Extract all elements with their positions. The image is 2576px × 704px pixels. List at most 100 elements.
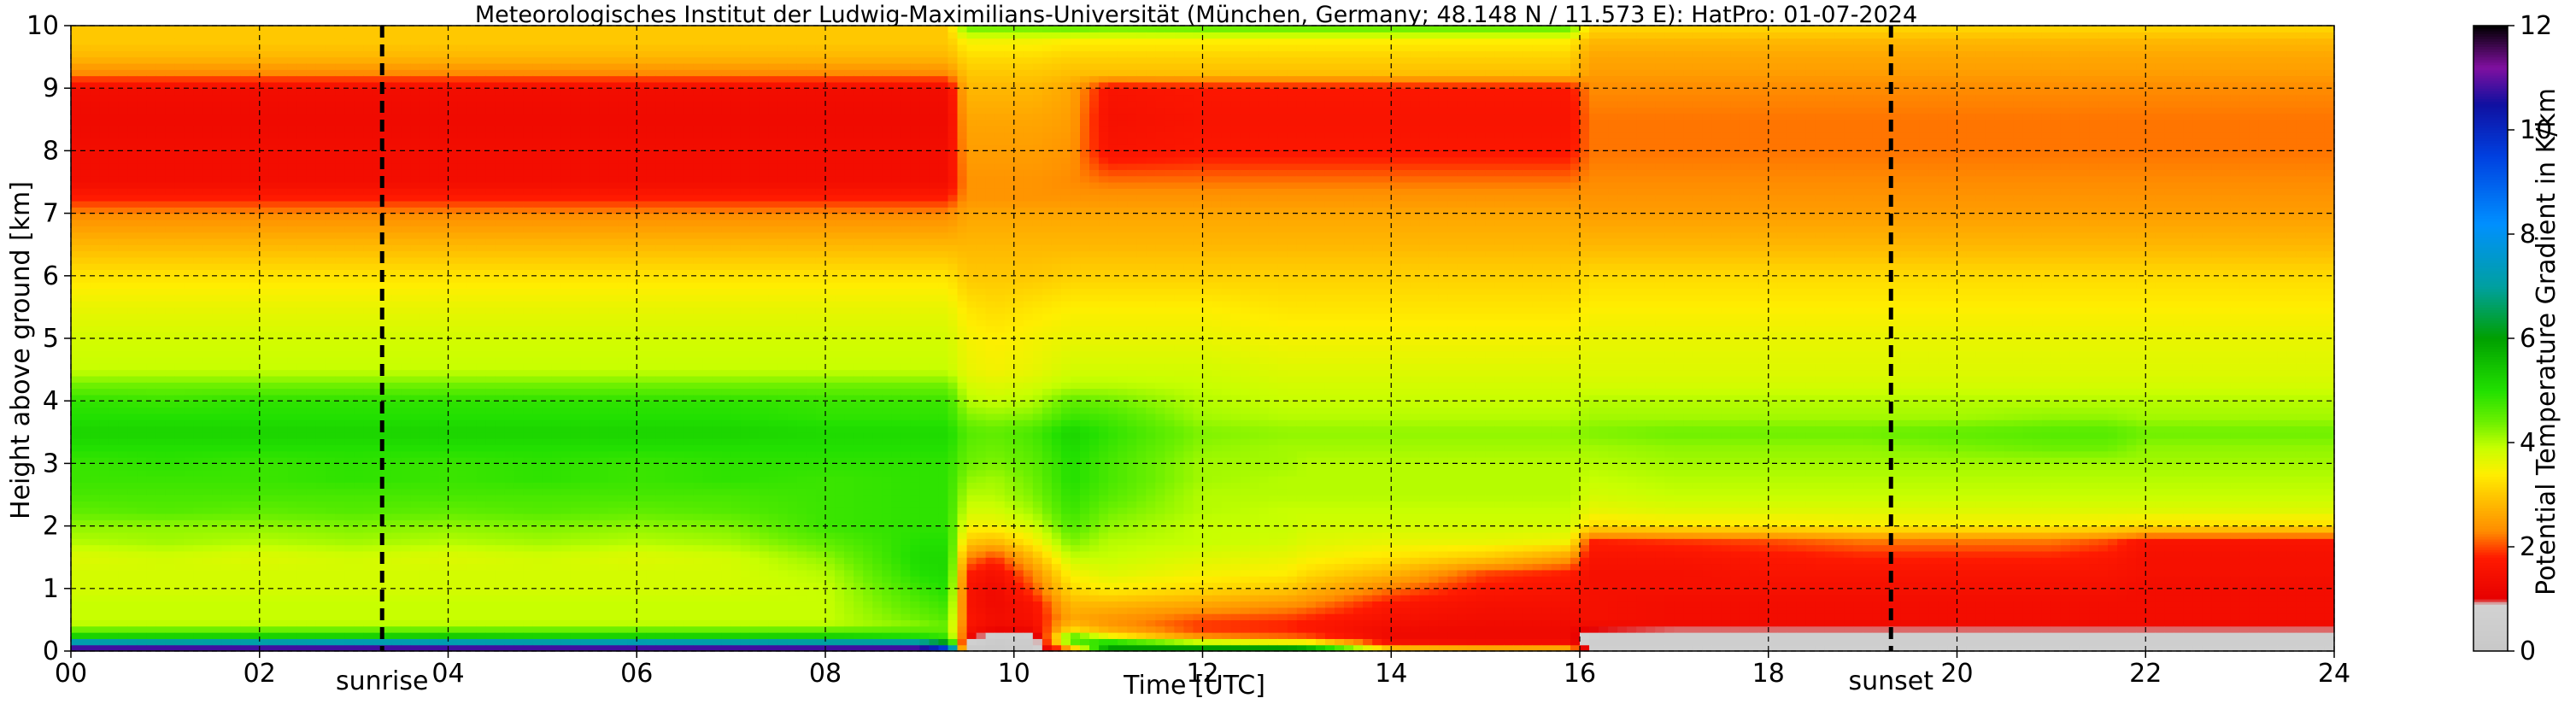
heatmap-cell — [335, 120, 345, 126]
heatmap-cell — [486, 595, 496, 601]
heatmap-cell — [458, 564, 468, 571]
heatmap-cell — [410, 382, 420, 389]
heatmap-cell — [420, 382, 430, 389]
heatmap-cell — [429, 489, 439, 496]
heatmap-cell — [260, 470, 270, 477]
heatmap-cell — [118, 538, 128, 545]
heatmap-cell — [363, 632, 373, 639]
heatmap-cell — [505, 132, 515, 138]
heatmap-cell — [184, 570, 194, 577]
heatmap-cell — [260, 419, 270, 426]
heatmap-cell — [429, 389, 439, 396]
heatmap-cell — [90, 444, 100, 451]
heatmap-cell — [213, 595, 223, 601]
heatmap-cell — [410, 120, 420, 126]
heatmap-cell — [241, 320, 251, 326]
heatmap-cell — [279, 95, 289, 102]
heatmap-cell — [363, 589, 373, 595]
heatmap-cell — [174, 570, 185, 577]
heatmap-cell — [307, 314, 317, 320]
heatmap-cell — [193, 38, 203, 45]
heatmap-cell — [99, 501, 109, 507]
heatmap-cell — [269, 314, 279, 320]
heatmap-cell — [505, 176, 515, 183]
heatmap-cell — [146, 288, 156, 295]
heatmap-cell — [524, 107, 534, 114]
heatmap-cell — [213, 326, 223, 332]
heatmap-cell — [137, 157, 147, 164]
heatmap-cell — [203, 389, 214, 396]
heatmap-cell — [269, 169, 279, 176]
heatmap-cell — [250, 601, 261, 607]
heatmap-cell — [232, 626, 242, 633]
heatmap-cell — [477, 57, 487, 64]
heatmap-cell — [496, 482, 506, 489]
heatmap-cell — [213, 132, 223, 138]
heatmap-cell — [496, 551, 506, 558]
heatmap-cell — [363, 557, 373, 564]
heatmap-cell — [184, 132, 194, 138]
heatmap-cell — [429, 95, 439, 102]
heatmap-cell — [335, 357, 345, 364]
heatmap-cell — [496, 432, 506, 439]
heatmap-cell — [193, 150, 203, 157]
heatmap-cell — [533, 576, 543, 583]
heatmap-cell — [467, 76, 478, 83]
heatmap-cell — [438, 564, 449, 571]
heatmap-cell — [80, 589, 91, 595]
heatmap-cell — [326, 607, 336, 614]
heatmap-cell — [438, 307, 449, 314]
heatmap-cell — [193, 489, 203, 496]
heatmap-cell — [410, 107, 420, 114]
heatmap-cell — [326, 419, 336, 426]
heatmap-cell — [429, 257, 439, 264]
heatmap-cell — [410, 619, 420, 626]
heatmap-cell — [213, 432, 223, 439]
heatmap-cell — [533, 276, 543, 283]
heatmap-cell — [232, 495, 242, 502]
heatmap-cell — [458, 414, 468, 420]
heatmap-cell — [241, 357, 251, 364]
heatmap-cell — [458, 495, 468, 502]
heatmap-cell — [401, 357, 411, 364]
heatmap-cell — [184, 251, 194, 258]
heatmap-cell — [155, 38, 166, 45]
heatmap-cell — [363, 607, 373, 614]
heatmap-cell — [193, 526, 203, 533]
heatmap-cell — [260, 157, 270, 164]
heatmap-cell — [203, 551, 214, 558]
heatmap-cell — [316, 438, 326, 445]
heatmap-cell — [496, 564, 506, 571]
heatmap-cell — [307, 351, 317, 358]
heatmap-cell — [505, 76, 515, 83]
heatmap-cell — [174, 476, 185, 483]
heatmap-cell — [297, 150, 308, 157]
heatmap-cell — [363, 50, 373, 57]
heatmap-cell — [80, 607, 91, 614]
heatmap-cell — [174, 613, 185, 620]
heatmap-cell — [260, 451, 270, 458]
heatmap-cell — [316, 408, 326, 414]
heatmap-cell — [155, 251, 166, 258]
heatmap-cell — [155, 432, 166, 439]
heatmap-cell — [458, 163, 468, 170]
heatmap-cell — [486, 195, 496, 202]
heatmap-cell — [316, 157, 326, 164]
heatmap-cell — [438, 88, 449, 95]
heatmap-cell — [429, 613, 439, 620]
heatmap-cell — [193, 551, 203, 558]
heatmap-cell — [514, 263, 525, 270]
heatmap-cell — [174, 232, 185, 239]
heatmap-cell — [174, 438, 185, 445]
heatmap-cell — [449, 95, 459, 102]
heatmap-cell — [420, 482, 430, 489]
heatmap-cell — [458, 601, 468, 607]
heatmap-cell — [80, 382, 91, 389]
heatmap-cell — [354, 626, 364, 633]
heatmap-cell — [279, 414, 289, 420]
heatmap-cell — [458, 576, 468, 583]
heatmap-cell — [250, 425, 261, 432]
heatmap-cell — [118, 314, 128, 320]
heatmap-cell — [477, 595, 487, 601]
heatmap-cell — [438, 244, 449, 251]
